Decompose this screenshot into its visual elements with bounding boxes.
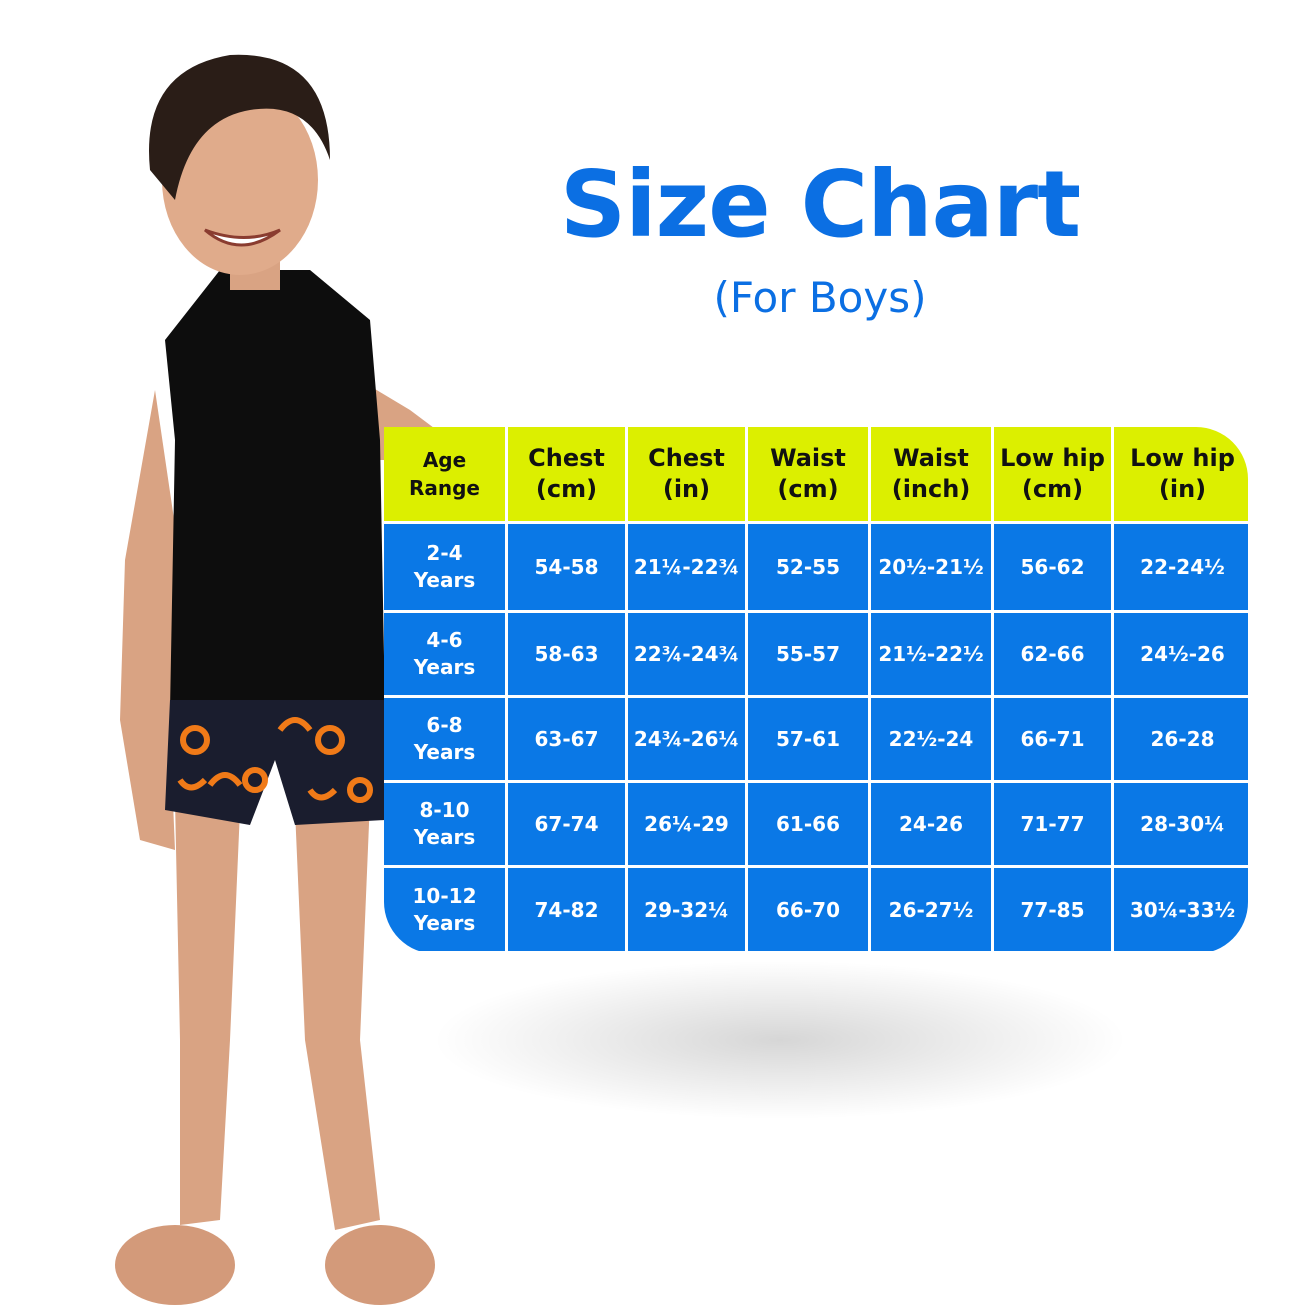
header-line: (in) <box>1158 475 1207 503</box>
size-value-cell: 52-55 <box>748 524 868 610</box>
size-value-cell: 67-74 <box>508 783 625 865</box>
size-value-cell: 61-66 <box>748 783 868 865</box>
age-range-cell: 10-12 Years <box>384 868 505 951</box>
size-value-cell: 21¼-22¾ <box>628 524 745 610</box>
age-range: 6-8 <box>426 713 463 737</box>
age-unit: Years <box>413 825 476 849</box>
age-range: 8-10 <box>419 798 470 822</box>
page-subtitle: (For Boys) <box>713 273 927 322</box>
header-line: Waist <box>893 444 969 472</box>
size-value-cell: 56-62 <box>994 524 1111 610</box>
size-value-cell: 22½-24 <box>871 698 991 780</box>
size-value-cell: 26-28 <box>1114 698 1248 780</box>
size-value-cell: 22-24½ <box>1114 524 1248 610</box>
size-value-cell: 66-71 <box>994 698 1111 780</box>
size-value-cell: 28-30¼ <box>1114 783 1248 865</box>
header-line: Chest <box>528 444 605 472</box>
header-line: (cm) <box>777 475 839 503</box>
header-line: (cm) <box>1021 475 1084 503</box>
size-value-cell: 66-70 <box>748 868 868 951</box>
header-low-hip-in: Low hip (in) <box>1114 427 1248 521</box>
header-chest-in: Chest (in) <box>628 427 745 521</box>
size-value-cell: 24¾-26¼ <box>628 698 745 780</box>
header-chest-cm: Chest (cm) <box>508 427 625 521</box>
header-line: (cm) <box>535 475 598 503</box>
size-value-cell: 62-66 <box>994 613 1111 695</box>
size-chart-table: Age Range Chest (cm) Chest (in) Waist (cm) W… <box>384 427 1248 954</box>
header-waist-cm: Waist (cm) <box>748 427 868 521</box>
size-value-cell: 20½-21½ <box>871 524 991 610</box>
age-range-cell: 4-6 Years <box>384 613 505 695</box>
age-unit: Years <box>413 655 476 679</box>
header-waist-inch: Waist (inch) <box>871 427 991 521</box>
age-range-cell: 2-4 Years <box>384 524 505 610</box>
page-title: Size Chart <box>559 151 1081 258</box>
size-value-cell: 63-67 <box>508 698 625 780</box>
age-unit: Years <box>413 568 476 592</box>
size-value-cell: 74-82 <box>508 868 625 951</box>
header-line: Age <box>422 448 467 472</box>
boy-model-photo <box>115 54 440 1305</box>
size-value-cell: 26-27½ <box>871 868 991 951</box>
size-value-cell: 24-26 <box>871 783 991 865</box>
size-value-cell: 54-58 <box>508 524 625 610</box>
size-value-cell: 29-32¼ <box>628 868 745 951</box>
size-value-cell: 21½-22½ <box>871 613 991 695</box>
header-line: Low hip <box>1000 444 1105 472</box>
header-line: (in) <box>662 475 711 503</box>
age-range: 2-4 <box>426 541 463 565</box>
table-shadow <box>430 960 1130 1120</box>
size-value-cell: 30¼-33½ <box>1114 868 1248 951</box>
size-value-cell: 77-85 <box>994 868 1111 951</box>
size-value-cell: 71-77 <box>994 783 1111 865</box>
header-line: (inch) <box>891 475 971 503</box>
age-unit: Years <box>413 910 476 935</box>
size-value-cell: 24½-26 <box>1114 613 1248 695</box>
age-range-cell: 6-8 Years <box>384 698 505 780</box>
header-line: Low hip <box>1130 444 1235 472</box>
size-value-cell: 55-57 <box>748 613 868 695</box>
header-line: Range <box>408 476 480 500</box>
age-range: 4-6 <box>426 628 463 652</box>
header-line: Waist <box>770 444 846 472</box>
age-range-cell: 8-10 Years <box>384 783 505 865</box>
header-low-hip-cm: Low hip (cm) <box>994 427 1111 521</box>
header-line: Chest <box>648 444 725 472</box>
age-range: 10-12 <box>412 883 477 908</box>
size-value-cell: 26¼-29 <box>628 783 745 865</box>
size-value-cell: 22¾-24¾ <box>628 613 745 695</box>
size-value-cell: 58-63 <box>508 613 625 695</box>
age-unit: Years <box>413 740 476 764</box>
size-value-cell: 57-61 <box>748 698 868 780</box>
header-age-range: Age Range <box>384 427 505 521</box>
